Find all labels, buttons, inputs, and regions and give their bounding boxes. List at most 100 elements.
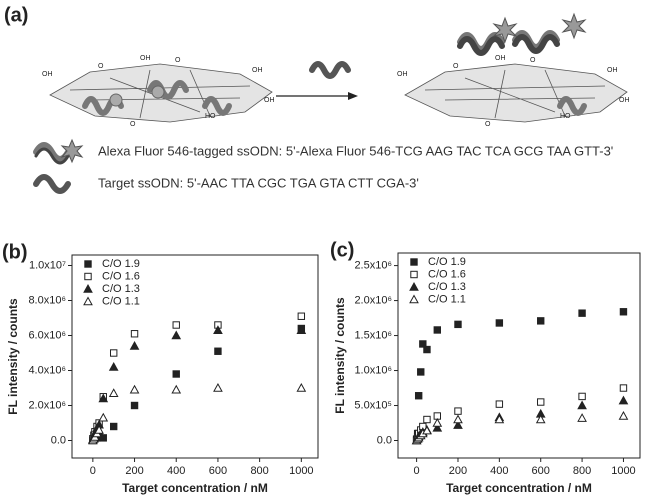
- legend-marker: [410, 270, 418, 279]
- marker: [537, 398, 545, 406]
- legend-label: C/O 1.3: [102, 283, 140, 295]
- marker: [432, 417, 443, 427]
- marker: [108, 361, 119, 371]
- marker: [98, 393, 109, 403]
- molecule-label: O: [98, 63, 104, 70]
- fluorophore-star: [492, 16, 518, 44]
- molecule-label: HO: [205, 113, 216, 120]
- fluorophore: [151, 85, 165, 99]
- marker: [432, 422, 443, 432]
- legend-label: C/O 1.6: [102, 270, 140, 282]
- molecule-label: OH: [607, 67, 618, 74]
- marker: [577, 413, 587, 422]
- marker: [109, 349, 118, 357]
- x-tick-label: 400: [167, 465, 185, 477]
- marker: [535, 414, 546, 424]
- marker: [129, 340, 140, 350]
- legend-text: Target ssODN: 5'-AAC TTA CGC TGA GTA CTT…: [98, 175, 419, 190]
- legend-icon: [33, 174, 71, 194]
- target-ssodn: [309, 61, 351, 79]
- marker: [99, 434, 107, 442]
- graphene-sheet: [404, 63, 628, 123]
- marker: [618, 410, 629, 420]
- marker: [297, 312, 306, 320]
- y-tick-label: 0.0: [377, 434, 392, 446]
- y-tick-label: 0.0: [51, 434, 66, 446]
- molecule-label: HO: [560, 113, 571, 120]
- plot-frame: [397, 252, 641, 459]
- duplex: [557, 96, 587, 116]
- x-tick-label: 600: [209, 465, 227, 477]
- legend-icon: [33, 142, 71, 162]
- molecule-label: O: [453, 63, 459, 70]
- legend-marker: [409, 294, 419, 304]
- marker: [171, 330, 182, 340]
- marker: [537, 317, 545, 325]
- marker: [577, 400, 587, 410]
- legend-label: C/O 1.9: [102, 258, 140, 270]
- marker: [213, 325, 223, 334]
- marker: [578, 392, 586, 401]
- y-tick-label: 2.0x10⁶: [28, 399, 66, 411]
- molecule-label: OH: [495, 55, 506, 62]
- legend-marker: [84, 272, 92, 281]
- plot-frame: [71, 254, 319, 459]
- x-tick-label: 0: [90, 465, 96, 477]
- molecule-label: OH: [619, 97, 630, 104]
- x-tick-label: 800: [573, 465, 591, 477]
- x-tick-label: 800: [250, 465, 268, 477]
- marker: [214, 347, 222, 355]
- legend-text: Alexa Fluor 546-tagged ssODN: 5'-Alexa F…: [98, 143, 613, 158]
- fluorophore-star: [561, 12, 587, 40]
- fluorophore: [109, 93, 123, 107]
- molecule-label: O: [530, 57, 536, 64]
- y-tick-label: 5.0x10⁵: [354, 399, 392, 411]
- molecule-label: O: [130, 121, 136, 128]
- x-tick-label: 0: [414, 465, 420, 477]
- x-tick-label: 600: [532, 465, 550, 477]
- legend-label: C/O 1.3: [428, 281, 466, 293]
- legend-label: C/O 1.9: [428, 256, 466, 268]
- y-tick-label: 1.0x10⁷: [29, 259, 66, 271]
- x-tick-label: 1000: [611, 465, 635, 477]
- marker: [578, 309, 586, 317]
- panel-label: (c): [330, 239, 354, 261]
- panel-label: (b): [2, 241, 28, 263]
- marker: [296, 382, 307, 392]
- marker: [453, 420, 463, 429]
- legend-icon: [34, 147, 70, 165]
- marker: [130, 330, 139, 338]
- marker: [414, 392, 423, 400]
- x-tick-label: 200: [125, 465, 143, 477]
- marker: [172, 370, 180, 378]
- y-axis-title: FL intensity / counts: [333, 297, 347, 414]
- marker: [454, 320, 462, 329]
- marker: [109, 422, 118, 431]
- marker: [433, 326, 441, 334]
- released-duplex: [457, 30, 560, 56]
- legend-label: C/O 1.6: [428, 268, 466, 280]
- marker: [423, 345, 431, 354]
- marker: [618, 395, 629, 405]
- y-tick-label: 8.0x10⁶: [28, 294, 66, 306]
- marker: [130, 401, 139, 410]
- marker: [419, 340, 427, 348]
- marker: [108, 388, 119, 397]
- marker: [129, 384, 140, 394]
- marker: [172, 321, 180, 329]
- molecule-label: OH: [252, 67, 263, 74]
- legend-marker: [83, 283, 93, 293]
- marker: [454, 407, 462, 415]
- molecule-label: OH: [264, 97, 275, 104]
- legend-label: C/O 1.1: [428, 293, 466, 305]
- legend-marker: [83, 296, 93, 306]
- marker: [94, 424, 104, 434]
- molecule-label: O: [175, 57, 181, 64]
- marker: [213, 382, 223, 392]
- marker: [422, 425, 432, 435]
- x-tick-label: 200: [449, 465, 467, 477]
- marker: [453, 414, 463, 424]
- marker: [495, 400, 504, 408]
- marker: [171, 384, 182, 394]
- x-tick-label: 1000: [289, 465, 313, 477]
